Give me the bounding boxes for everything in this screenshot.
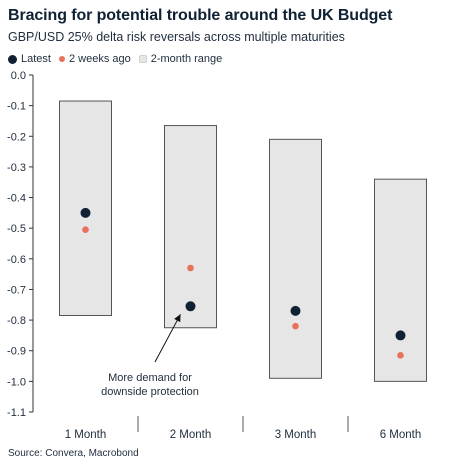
legend-label-range: 2-month range <box>150 53 223 65</box>
legend-swatch-two-weeks <box>58 56 65 62</box>
x-tick-label: 1 Month <box>65 429 107 441</box>
range-box <box>164 125 217 329</box>
y-tick-label: -0.7 <box>7 284 26 296</box>
y-tick-label: -0.3 <box>7 162 26 174</box>
y-tick-label: -0.4 <box>7 193 26 205</box>
y-tick-label: -0.9 <box>7 346 26 358</box>
annotation-arrow-head <box>174 314 181 323</box>
y-tick-label: -0.5 <box>7 223 26 235</box>
two-weeks-ago-dot <box>292 322 299 330</box>
annotation-text-line: downside protection <box>101 386 199 398</box>
y-tick-label: -0.8 <box>7 315 26 327</box>
y-tick-label: -1.0 <box>7 376 26 388</box>
chart-title: Bracing for potential trouble around the… <box>8 7 393 24</box>
y-tick-label: -0.6 <box>7 254 26 266</box>
range-box <box>374 178 427 382</box>
legend-label-latest: Latest <box>21 53 51 65</box>
latest-dot <box>80 207 91 218</box>
two-weeks-ago-dot <box>187 264 194 272</box>
latest-dot <box>185 301 196 312</box>
y-tick-label: 0.0 <box>11 70 26 82</box>
two-weeks-ago-dot <box>82 226 89 234</box>
legend-item-latest: Latest <box>8 53 51 65</box>
range-box <box>269 138 322 379</box>
annotation-text-line: More demand for <box>108 372 192 384</box>
x-tick-label: 6 Month <box>380 429 422 441</box>
y-tick-label: -1.1 <box>7 407 26 419</box>
latest-dot <box>395 330 406 341</box>
source-note: Source: Convera, Macrobond <box>8 448 139 459</box>
legend-swatch-range <box>138 55 147 63</box>
chart-legend: Latest 2 weeks ago 2-month range <box>8 53 230 65</box>
y-tick-label: -0.2 <box>7 131 26 143</box>
two-weeks-ago-dot <box>397 352 404 359</box>
legend-label-two-weeks: 2 weeks ago <box>68 53 131 65</box>
legend-item-range: 2-month range <box>138 53 223 65</box>
x-tick-label: 3 Month <box>275 429 317 441</box>
legend-swatch-latest <box>8 54 17 64</box>
y-tick-label: -0.1 <box>7 101 26 113</box>
legend-item-two-weeks: 2 weeks ago <box>58 53 131 65</box>
x-tick-label: 2 Month <box>170 429 212 441</box>
latest-dot <box>290 305 301 316</box>
chart-subtitle: GBP/USD 25% delta risk reversals across … <box>8 30 345 44</box>
annotation-arrow-line <box>154 314 181 363</box>
